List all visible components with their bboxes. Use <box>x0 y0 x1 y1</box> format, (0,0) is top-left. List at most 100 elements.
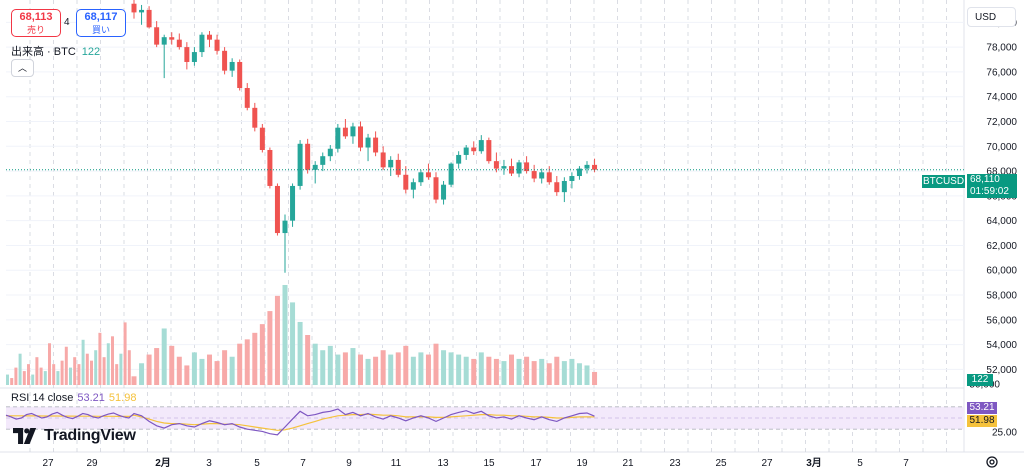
candle-body <box>576 168 582 177</box>
volume-bar <box>380 350 386 385</box>
candle-body <box>365 137 371 148</box>
volume-bar <box>139 363 145 385</box>
volume-bar <box>60 360 64 385</box>
volume-bars <box>6 285 598 385</box>
volume-bar <box>39 367 43 385</box>
volume-bar <box>229 356 235 385</box>
candle-body <box>267 149 273 186</box>
volume-bar <box>358 354 363 385</box>
gear-icon[interactable] <box>985 455 999 469</box>
candle-body <box>546 172 552 183</box>
candle-body <box>305 143 311 170</box>
candle-body <box>456 154 462 164</box>
candle-body <box>471 147 477 152</box>
volume-bar <box>18 353 22 385</box>
volume-bar <box>146 354 152 385</box>
candle-body <box>237 61 243 89</box>
sell-label: 売り <box>26 25 45 35</box>
currency-selector[interactable]: USD <box>967 7 1016 27</box>
candle-body <box>312 164 318 170</box>
candle-body <box>327 148 333 157</box>
candle-body <box>259 127 265 150</box>
volume-bar <box>418 352 424 385</box>
volume-bar <box>471 358 477 385</box>
volume-bar <box>81 339 85 385</box>
rsi-band <box>6 406 964 430</box>
candle-body <box>380 152 386 168</box>
candle-body <box>229 61 235 71</box>
volume-bar <box>410 356 416 385</box>
volume-value-tag: 122 <box>967 374 993 386</box>
volume-bar <box>102 357 106 385</box>
price-tick-label: 72,000 <box>986 117 1017 128</box>
volume-bar <box>342 352 348 385</box>
sell-button[interactable]: 68,113 売り <box>11 9 61 37</box>
candle-body <box>335 127 341 149</box>
candle-body <box>478 140 484 152</box>
time-tick-label: 17 <box>530 458 542 469</box>
volume-bar <box>111 336 114 385</box>
price-tick-label: 76,000 <box>986 67 1017 78</box>
volume-bar <box>350 348 356 385</box>
rsi-legend: RSI 14 close 53.21 51.98 <box>11 392 136 404</box>
candle-body <box>441 184 447 200</box>
tradingview-logo[interactable]: TradingView <box>13 427 136 445</box>
candle-body <box>418 172 424 183</box>
candle-body <box>584 164 590 169</box>
last-price-tag: 68,110 01:59:02 <box>967 174 1017 198</box>
volume-bar <box>546 363 552 385</box>
volume-bar <box>335 354 341 385</box>
volume-bar <box>501 361 507 385</box>
price-tick-label: 64,000 <box>986 216 1017 227</box>
price-tick-label: 52,000 <box>986 365 1017 376</box>
volume-bar <box>433 343 439 385</box>
candle-body <box>516 162 522 174</box>
candle-body <box>320 156 326 165</box>
candle-body <box>290 185 296 221</box>
candle-body <box>274 185 280 234</box>
rsi-line <box>5 408 595 436</box>
volume-bar <box>127 350 131 385</box>
rsi-value-tag: 53.21 <box>967 402 997 414</box>
candle-body <box>297 143 303 186</box>
time-tick-label: 7 <box>300 458 306 469</box>
time-tick-label: 5 <box>857 458 863 469</box>
time-tick-label: 19 <box>576 458 588 469</box>
volume-bar <box>584 365 590 385</box>
volume-bar <box>191 352 197 385</box>
volume-bar <box>524 356 530 385</box>
candle-body <box>191 52 197 62</box>
rsi-legend-label: RSI 14 close <box>11 392 74 404</box>
time-tick-label: 7 <box>903 458 909 469</box>
volume-bar <box>486 356 492 385</box>
collapse-legend-button[interactable]: ︿ <box>11 59 34 77</box>
candle-body <box>531 171 537 179</box>
volume-bar <box>6 374 9 385</box>
volume-bar <box>403 345 409 385</box>
volume-bar <box>73 357 77 385</box>
time-axis: 27 29 2月 3 5 7 9 11 13 15 17 19 21 23 25 27 3月 5 7 <box>42 457 909 469</box>
candle-body <box>410 182 416 190</box>
candle-body <box>244 88 250 108</box>
candle-body <box>184 47 190 62</box>
candle-body <box>403 174 409 190</box>
volume-bar <box>10 378 14 385</box>
symbol-price-tag: BTCUSD <box>922 175 965 188</box>
time-tick-label: 11 <box>391 458 402 469</box>
volume-bar <box>64 346 68 385</box>
bar-countdown: 01:59:02 <box>970 186 1009 197</box>
time-tick-label: 13 <box>437 458 449 469</box>
volume-bar <box>365 358 371 385</box>
volume-bar <box>267 311 273 385</box>
candle-body <box>350 126 356 137</box>
buy-button[interactable]: 68,117 買い <box>76 9 126 37</box>
volume-bar <box>98 332 102 385</box>
candle-body <box>486 140 492 162</box>
volume-bar <box>539 358 545 385</box>
price-tick-label: 54,000 <box>986 340 1017 351</box>
time-tick-label: 2月 <box>155 457 171 469</box>
price-tick-label: 56,000 <box>986 315 1017 326</box>
volume-bar <box>569 358 575 385</box>
volume-bar <box>327 345 333 385</box>
